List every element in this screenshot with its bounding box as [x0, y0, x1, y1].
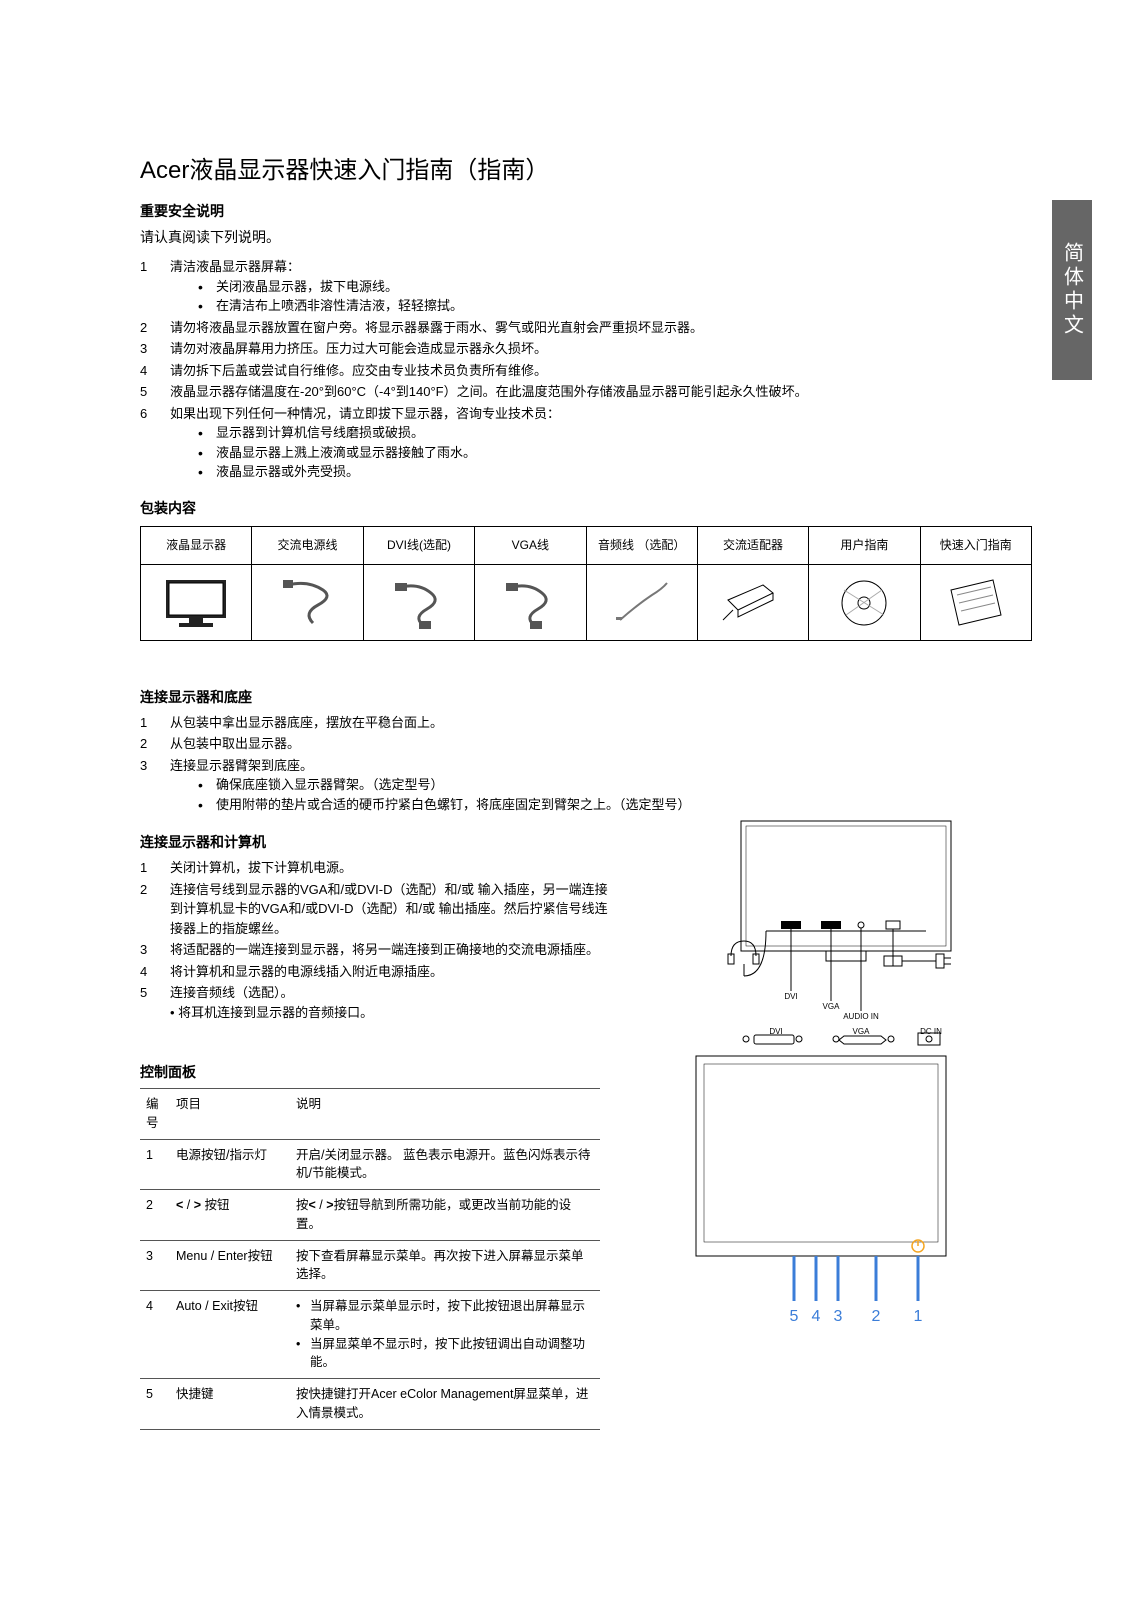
safety-intro: 请认真阅读下列说明。 [140, 227, 1032, 247]
table-row: 4Auto / Exit按钮当屏幕显示菜单显示时，按下此按钮退出屏幕显示菜单。当… [140, 1291, 600, 1379]
package-col-image [809, 565, 919, 640]
package-table: 液晶显示器交流电源线DVI线(选配)VGA线音频线 （选配）交流适配器用户指南快… [140, 526, 1032, 641]
table-row: 2< / > 按钮按< / >按钮导航到所需功能，或更改当前功能的设置。 [140, 1190, 600, 1241]
base-heading: 连接显示器和底座 [140, 687, 1032, 707]
desc-bullet: 当屏显菜单不显示时，按下此按钮调出自动调整功能。 [296, 1335, 594, 1373]
cell-num: 2 [140, 1190, 170, 1241]
svg-text:VGA: VGA [853, 1027, 871, 1036]
package-col: 快速入门指南 [921, 527, 1031, 640]
safety-item: 2请勿将液晶显示器放置在窗户旁。将显示器暴露于雨水、雾气或阳光直射会严重损坏显示… [140, 318, 1032, 338]
package-col: 液晶显示器 [141, 527, 252, 640]
th-num: 编号 [140, 1089, 170, 1140]
svg-text:DC IN: DC IN [920, 1027, 942, 1036]
connect-item: 5连接音频线（选配）。• 将耳机连接到显示器的音频接口。 [140, 983, 620, 1022]
cell-item: Menu / Enter按钮 [170, 1240, 290, 1291]
svg-text:1: 1 [914, 1308, 923, 1325]
package-col: 交流适配器 [698, 527, 809, 640]
panel-heading: 控制面板 [140, 1062, 600, 1082]
safety-bullet: 关闭液晶显示器，拔下电源线。 [198, 277, 1032, 297]
connect-item: 4将计算机和显示器的电源线插入附近电源插座。 [140, 962, 620, 982]
connect-list: 1关闭计算机，拔下计算机电源。2连接信号线到显示器的VGA和/或DVI-D（选配… [140, 858, 620, 1022]
package-col-image [252, 565, 362, 640]
connection-diagram: DVI VGA AUDIO IN DVI VGA DC IN [630, 816, 1032, 1046]
base-bullet: 使用附带的垫片或合适的硬币拧紧白色螺钉，将底座固定到臂架之上。（选定型号） [198, 795, 1032, 815]
cell-desc: 按< / >按钮导航到所需功能，或更改当前功能的设置。 [290, 1190, 600, 1241]
safety-item: 6如果出现下列任何一种情况，请立即拔下显示器，咨询专业技术员：显示器到计算机信号… [140, 404, 1032, 482]
package-col-head: 交流适配器 [698, 527, 808, 565]
base-item: 1从包装中拿出显示器底座，摆放在平稳台面上。 [140, 713, 1032, 733]
package-col-image [587, 565, 697, 640]
package-col-image [475, 565, 585, 640]
th-item: 项目 [170, 1089, 290, 1140]
svg-text:AUDIO IN: AUDIO IN [843, 1012, 879, 1021]
table-row: 3Menu / Enter按钮按下查看屏幕显示菜单。再次按下进入屏幕显示菜单选择… [140, 1240, 600, 1291]
table-row: 1电源按钮/指示灯开启/关闭显示器。 蓝色表示电源开。蓝色闪烁表示待机/节能模式… [140, 1139, 600, 1190]
package-col-head: 交流电源线 [252, 527, 362, 565]
package-col-image [698, 565, 808, 640]
package-heading: 包装内容 [140, 498, 1032, 518]
cell-desc: 开启/关闭显示器。 蓝色表示电源开。蓝色闪烁表示待机/节能模式。 [290, 1139, 600, 1190]
package-col-head: 液晶显示器 [141, 527, 251, 565]
base-item: 2从包装中取出显示器。 [140, 734, 1032, 754]
connect-subitem: • 将耳机连接到显示器的音频接口。 [170, 1003, 620, 1023]
base-bullet: 确保底座锁入显示器臂架。（选定型号） [198, 775, 1032, 795]
package-col: 音频线 （选配） [587, 527, 698, 640]
connect-heading: 连接显示器和计算机 [140, 832, 620, 852]
base-list: 1从包装中拿出显示器底座，摆放在平稳台面上。2从包装中取出显示器。3连接显示器臂… [140, 713, 1032, 815]
svg-text:5: 5 [790, 1308, 799, 1325]
cell-num: 4 [140, 1291, 170, 1379]
package-col-image [364, 565, 474, 640]
svg-text:2: 2 [872, 1308, 881, 1325]
cell-num: 3 [140, 1240, 170, 1291]
cell-item: 快捷键 [170, 1379, 290, 1430]
cell-num: 1 [140, 1139, 170, 1190]
package-col: 用户指南 [809, 527, 920, 640]
svg-text:VGA: VGA [823, 1002, 841, 1011]
safety-bullet: 在清洁布上喷洒非溶性清洁液，轻轻擦拭。 [198, 296, 1032, 316]
cell-num: 5 [140, 1379, 170, 1430]
safety-heading: 重要安全说明 [140, 201, 1032, 221]
control-panel-diagram: 5 4 3 2 1 [610, 1046, 1032, 1346]
connect-item: 1关闭计算机，拔下计算机电源。 [140, 858, 620, 878]
desc-bullet: 当屏幕显示菜单显示时，按下此按钮退出屏幕显示菜单。 [296, 1297, 594, 1335]
safety-bullet: 液晶显示器或外壳受损。 [198, 462, 1032, 482]
connect-item: 2连接信号线到显示器的VGA和/或DVI-D（选配）和/或 输入插座，另一端连接… [140, 880, 620, 939]
package-col-head: 快速入门指南 [921, 527, 1031, 565]
svg-text:3: 3 [834, 1308, 843, 1325]
package-col-head: VGA线 [475, 527, 585, 565]
svg-text:DVI: DVI [784, 992, 797, 1001]
th-desc: 说明 [290, 1089, 600, 1140]
package-col: DVI线(选配) [364, 527, 475, 640]
package-col-head: 音频线 （选配） [587, 527, 697, 565]
document-page: Acer液晶显示器快速入门指南（指南） 重要安全说明 请认真阅读下列说明。 1清… [0, 0, 1132, 1470]
table-row: 5快捷键按快捷键打开Acer eColor Management屏显菜单，进入情… [140, 1379, 600, 1430]
cell-item: Auto / Exit按钮 [170, 1291, 290, 1379]
page-title: Acer液晶显示器快速入门指南（指南） [140, 150, 1032, 185]
package-col-head: DVI线(选配) [364, 527, 474, 565]
base-item: 3连接显示器臂架到底座。确保底座锁入显示器臂架。（选定型号）使用附带的垫片或合适… [140, 756, 1032, 815]
safety-bullet: 液晶显示器上溅上液滴或显示器接触了雨水。 [198, 443, 1032, 463]
package-col: 交流电源线 [252, 527, 363, 640]
package-col-head: 用户指南 [809, 527, 919, 565]
control-panel-table: 编号 项目 说明 1电源按钮/指示灯开启/关闭显示器。 蓝色表示电源开。蓝色闪烁… [140, 1088, 600, 1430]
svg-text:4: 4 [812, 1308, 821, 1325]
package-col: VGA线 [475, 527, 586, 640]
safety-bullet: 显示器到计算机信号线磨损或破损。 [198, 423, 1032, 443]
safety-list: 1清洁液晶显示器屏幕：关闭液晶显示器，拔下电源线。在清洁布上喷洒非溶性清洁液，轻… [140, 257, 1032, 482]
cell-item: 电源按钮/指示灯 [170, 1139, 290, 1190]
cell-desc: 当屏幕显示菜单显示时，按下此按钮退出屏幕显示菜单。当屏显菜单不显示时，按下此按钮… [290, 1291, 600, 1379]
package-col-image [921, 565, 1031, 640]
safety-item: 3请勿对液晶屏幕用力挤压。压力过大可能会造成显示器永久损坏。 [140, 339, 1032, 359]
safety-item: 5液晶显示器存储温度在-20°到60°C（-4°到140°F）之间。在此温度范围… [140, 382, 1032, 402]
safety-item: 1清洁液晶显示器屏幕：关闭液晶显示器，拔下电源线。在清洁布上喷洒非溶性清洁液，轻… [140, 257, 1032, 316]
cell-desc: 按快捷键打开Acer eColor Management屏显菜单，进入情景模式。 [290, 1379, 600, 1430]
connect-item: 3将适配器的一端连接到显示器，将另一端连接到正确接地的交流电源插座。 [140, 940, 620, 960]
safety-item: 4请勿拆下后盖或尝试自行维修。应交由专业技术员负责所有维修。 [140, 361, 1032, 381]
cell-item: < / > 按钮 [170, 1190, 290, 1241]
package-col-image [141, 565, 251, 640]
cell-desc: 按下查看屏幕显示菜单。再次按下进入屏幕显示菜单选择。 [290, 1240, 600, 1291]
language-tab: 简体中文 [1052, 200, 1092, 380]
